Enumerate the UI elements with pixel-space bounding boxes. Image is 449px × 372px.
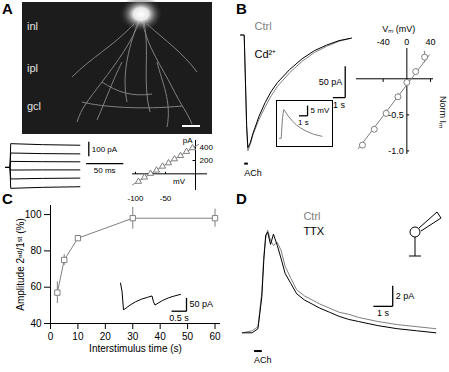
svg-text:inl: inl <box>27 20 38 32</box>
svg-text:200: 200 <box>200 156 214 165</box>
svg-text:50 pA: 50 pA <box>319 77 343 87</box>
svg-text:Ctrl: Ctrl <box>255 20 272 32</box>
svg-text:50 ms: 50 ms <box>94 166 116 175</box>
svg-text:Cd²⁺: Cd²⁺ <box>255 48 277 60</box>
svg-text:0.5 s: 0.5 s <box>169 313 189 323</box>
svg-text:-40: -40 <box>377 37 390 47</box>
svg-text:Amplitude 2ⁿᵈ/1ˢᵗ (%): Amplitude 2ⁿᵈ/1ˢᵗ (%) <box>15 218 26 311</box>
svg-text:ACh: ACh <box>244 168 262 178</box>
svg-text:20: 20 <box>100 331 112 342</box>
svg-text:Vₘ (mV): Vₘ (mV) <box>382 24 415 34</box>
svg-text:0: 0 <box>48 331 54 342</box>
svg-text:-1.0: -1.0 <box>388 146 404 156</box>
svg-text:ACh: ACh <box>254 355 272 365</box>
svg-text:60: 60 <box>209 331 221 342</box>
svg-text:80: 80 <box>30 245 42 256</box>
svg-text:Ctrl: Ctrl <box>303 210 320 222</box>
svg-text:Interstimulus time (s): Interstimulus time (s) <box>89 343 182 354</box>
svg-text:50 pA: 50 pA <box>190 299 214 309</box>
svg-text:1 s: 1 s <box>377 308 390 318</box>
svg-text:40: 40 <box>426 37 436 47</box>
svg-text:40: 40 <box>30 318 42 329</box>
svg-text:0: 0 <box>404 37 409 47</box>
svg-text:400: 400 <box>200 143 214 152</box>
svg-text:1 s: 1 s <box>333 99 346 109</box>
svg-text:100 pA: 100 pA <box>92 145 118 154</box>
html-text:C: C <box>2 190 13 207</box>
svg-text:-50: -50 <box>160 194 172 203</box>
svg-text:1 s: 1 s <box>298 118 309 127</box>
html-text:B: B <box>236 0 247 17</box>
svg-text:40: 40 <box>155 331 167 342</box>
svg-text:-100: -100 <box>127 194 144 203</box>
svg-text:100: 100 <box>25 209 42 220</box>
html-text:A: A <box>2 0 13 17</box>
svg-text:60: 60 <box>30 281 42 292</box>
svg-text:mV: mV <box>173 177 186 186</box>
svg-text:30: 30 <box>127 331 139 342</box>
svg-text:pA: pA <box>183 136 193 145</box>
svg-text:5 mV: 5 mV <box>311 106 330 115</box>
svg-text:TTX: TTX <box>303 225 324 237</box>
svg-text:10: 10 <box>72 331 84 342</box>
svg-text:ipl: ipl <box>27 62 38 74</box>
html-text:D: D <box>236 190 247 207</box>
svg-text:gcl: gcl <box>27 100 41 112</box>
svg-text:50: 50 <box>182 331 194 342</box>
svg-text:2 pA: 2 pA <box>396 291 415 301</box>
svg-text:Norm Iₘ: Norm Iₘ <box>438 96 448 128</box>
svg-text:-0.5: -0.5 <box>388 110 404 120</box>
